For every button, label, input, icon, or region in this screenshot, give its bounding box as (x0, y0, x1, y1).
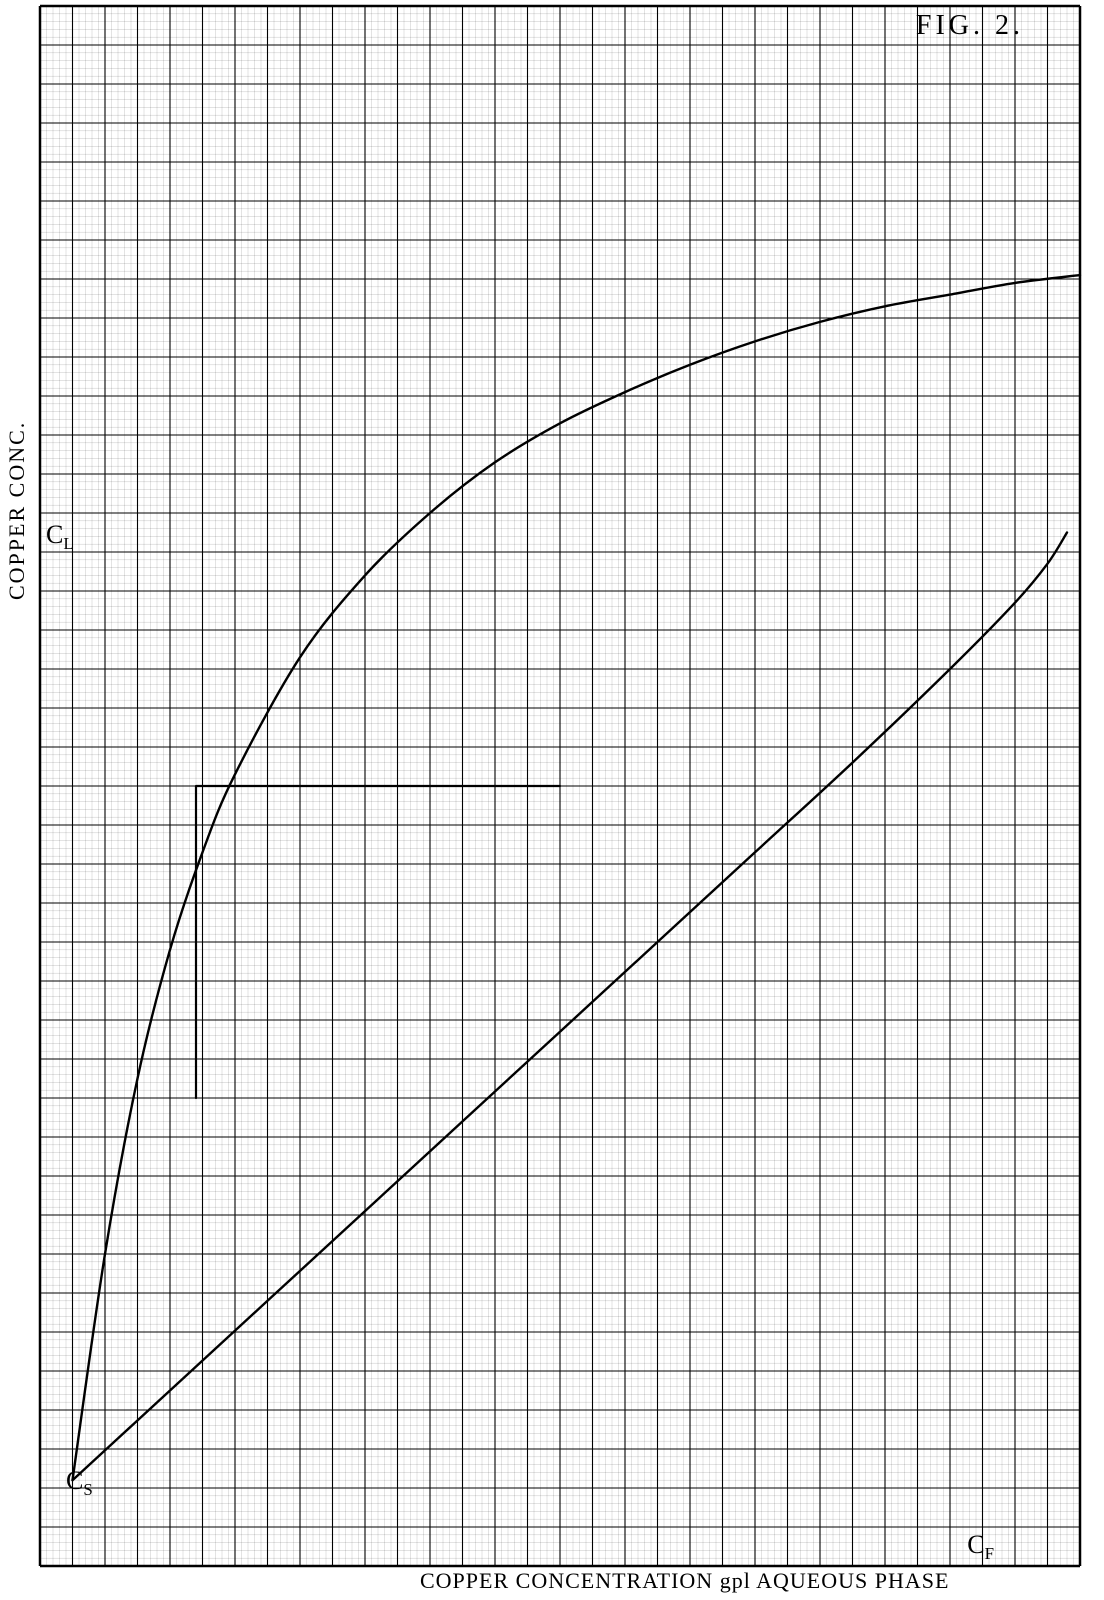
annotation-cl-sub: L (63, 534, 73, 553)
annotation-cf: CF (967, 1530, 994, 1564)
annotation-cf-sub: F (985, 1544, 994, 1563)
annotation-cf-text: C (967, 1530, 984, 1559)
annotation-cs-sub: S (83, 1480, 92, 1499)
x-axis-label: COPPER CONCENTRATION gpl AQUEOUS PHASE (420, 1568, 949, 1594)
chart-svg (0, 0, 1104, 1600)
figure-label: FIG. 2. (916, 10, 1024, 42)
chart-page: FIG. 2. COPPER CONCENTRATION gpl AQUEOUS… (0, 0, 1104, 1600)
annotation-cs-text: C (66, 1466, 83, 1495)
annotation-cl-text: C (46, 520, 63, 549)
annotation-cs: CS (66, 1466, 93, 1500)
y-axis-label: COPPER CONC. (4, 421, 30, 600)
annotation-cl: CL (46, 520, 74, 554)
series-upper-curve (73, 275, 1081, 1480)
